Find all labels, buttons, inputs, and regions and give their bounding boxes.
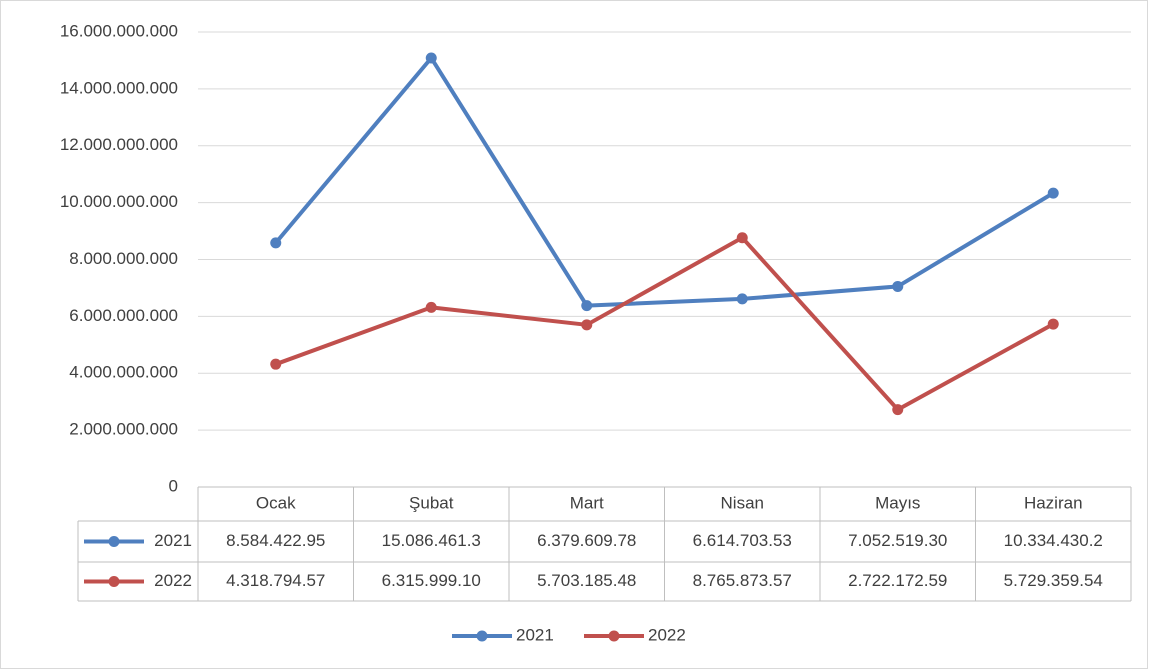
- legend-key-marker: [608, 630, 620, 642]
- legend-label: 2021: [516, 625, 554, 644]
- series-marker: [270, 358, 282, 370]
- table-value: 6.614.703.53: [693, 531, 792, 550]
- series-marker: [892, 404, 904, 416]
- y-tick-label: 6.000.000.000: [69, 306, 178, 325]
- y-tick-label: 14.000.000.000: [60, 78, 178, 97]
- legend-label: 2022: [648, 625, 686, 644]
- series-marker: [1047, 318, 1059, 330]
- table-value: 15.086.461.3: [382, 531, 481, 550]
- series-line: [275, 235, 1055, 412]
- series-marker: [581, 300, 593, 312]
- legend-key-marker: [108, 576, 120, 587]
- series-marker: [736, 293, 748, 305]
- series-marker: [270, 237, 282, 249]
- series-marker: [892, 280, 904, 292]
- x-tick-label: Ocak: [256, 493, 296, 512]
- y-tick-label: 12.000.000.000: [60, 135, 178, 154]
- y-tick-label: 16.000.000.000: [60, 21, 178, 40]
- y-tick-label: 4.000.000.000: [69, 363, 178, 382]
- table-value: 2.722.172.59: [848, 571, 947, 590]
- table-value: 8.765.873.57: [693, 571, 792, 590]
- table-series-name: 2022: [154, 571, 192, 590]
- y-tick-label: 10.000.000.000: [60, 192, 178, 211]
- legend-key-marker: [108, 536, 120, 547]
- table-value: 6.315.999.10: [382, 571, 481, 590]
- x-tick-label: Haziran: [1024, 493, 1083, 512]
- legend-key-marker: [476, 630, 488, 642]
- table-value: 6.379.609.78: [537, 531, 636, 550]
- x-tick-label: Nisan: [721, 493, 764, 512]
- table-series-name: 2021: [154, 531, 192, 550]
- series-marker: [581, 319, 593, 331]
- table-value: 7.052.519.30: [848, 531, 947, 550]
- series-line: [274, 55, 1055, 308]
- series-marker: [425, 301, 437, 313]
- y-tick-label: 2.000.000.000: [69, 420, 178, 439]
- series-marker: [425, 52, 437, 64]
- table-value: 5.729.359.54: [1004, 571, 1103, 590]
- y-tick-label: 0: [169, 476, 178, 495]
- table-value: 5.703.185.48: [537, 571, 636, 590]
- x-tick-label: Mart: [570, 493, 604, 512]
- x-tick-label: Şubat: [409, 493, 454, 512]
- table-value: 10.334.430.2: [1004, 531, 1103, 550]
- y-tick-label: 8.000.000.000: [69, 249, 178, 268]
- table-value: 4.318.794.57: [226, 571, 325, 590]
- table-value: 8.584.422.95: [226, 531, 325, 550]
- x-tick-label: Mayıs: [875, 493, 920, 512]
- series-marker: [1047, 187, 1059, 199]
- series-marker: [736, 232, 748, 244]
